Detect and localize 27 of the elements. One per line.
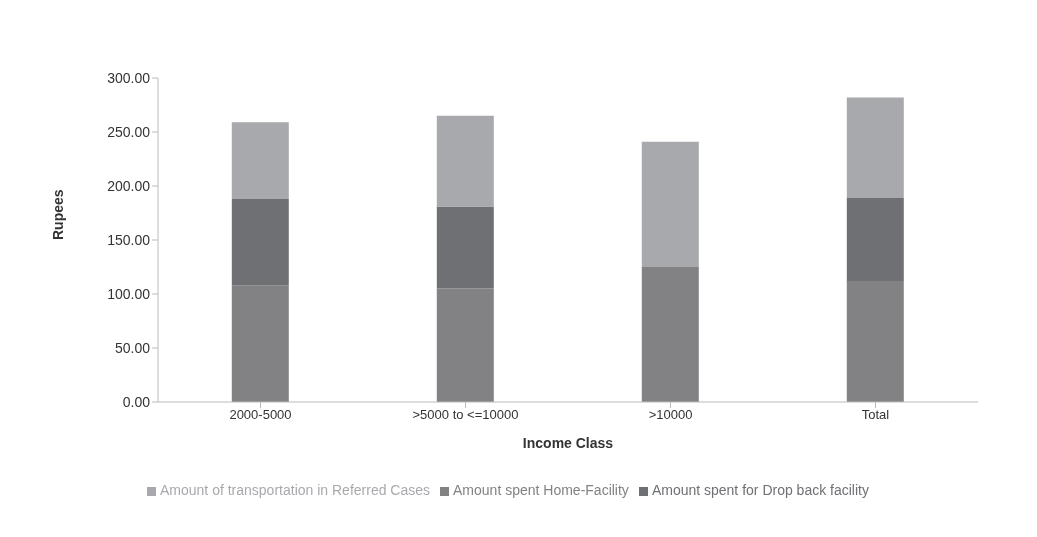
x-tick-label: 2000-5000	[229, 407, 292, 423]
bar	[231, 198, 289, 286]
bar	[641, 267, 699, 402]
y-tick-label: 250.00	[107, 123, 151, 140]
bar	[846, 97, 904, 198]
x-tick-label: >5000 to <=10000	[412, 407, 519, 423]
x-axis-title: Income Class	[522, 435, 614, 451]
y-tick-label: 300.00	[107, 69, 151, 86]
bar	[436, 115, 494, 207]
bar	[231, 285, 289, 402]
bar	[846, 197, 904, 282]
y-tick-label: 50.00	[114, 339, 151, 356]
bar	[436, 288, 494, 402]
legend-label: Amount spent for Drop back facility	[651, 482, 869, 498]
legend-label: Amount spent Home-Facility	[453, 482, 629, 498]
y-tick-label: 100.00	[107, 285, 151, 302]
x-tick-label: >10000	[648, 407, 693, 423]
y-tick-label: 200.00	[107, 177, 151, 194]
bar	[231, 122, 289, 199]
x-tick-label: Total	[861, 407, 890, 423]
legend-label: Amount of transportation in Referred Cases	[160, 482, 431, 498]
bar	[846, 281, 904, 402]
y-tick-label: 0.00	[122, 393, 151, 410]
bar	[436, 206, 494, 289]
bar	[641, 141, 699, 267]
y-tick-label: 150.00	[107, 231, 151, 248]
y-axis-title: Rupees	[49, 189, 66, 240]
